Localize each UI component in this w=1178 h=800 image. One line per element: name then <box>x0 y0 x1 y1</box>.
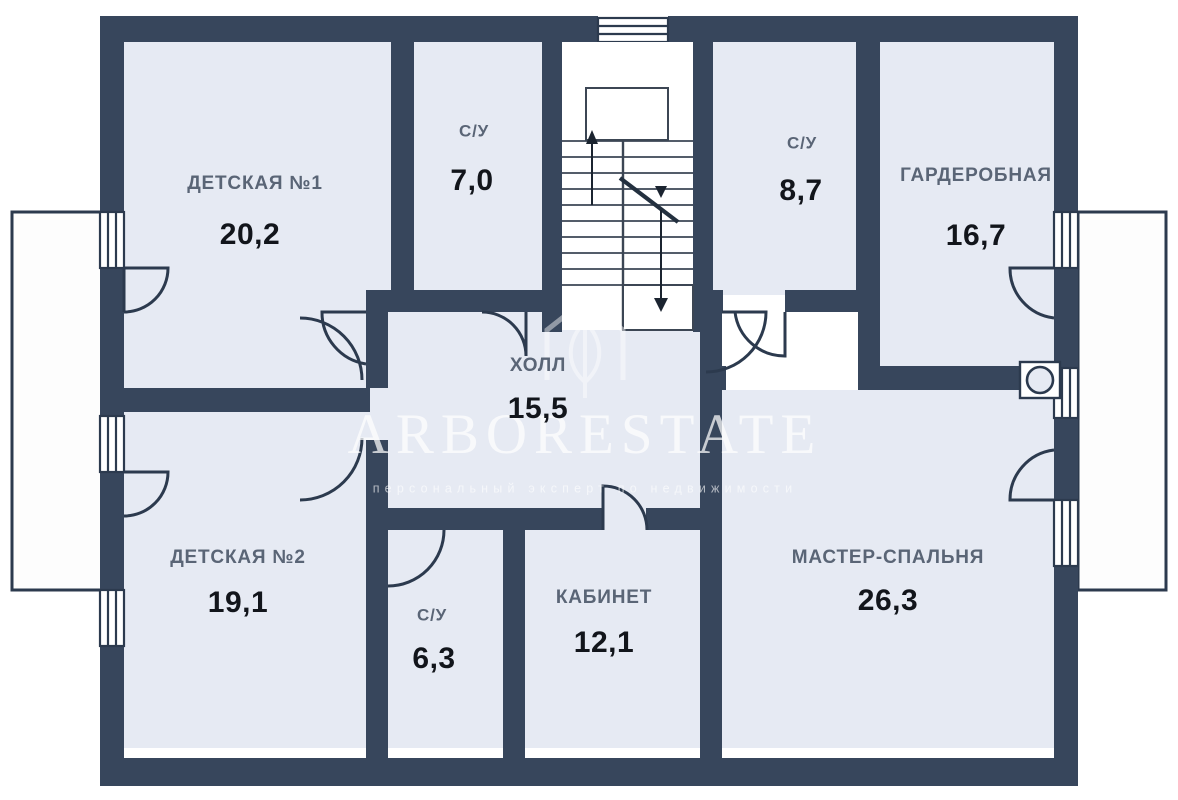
room-master: МАСТЕР-СПАЛЬНЯ 26,3 <box>792 547 985 617</box>
room-area-wc-2: 8,7 <box>779 174 822 207</box>
room-area-hall: 15,5 <box>508 392 568 425</box>
room-area-kids-2: 19,1 <box>208 586 268 619</box>
room-label-kids-1: ДЕТСКАЯ №1 <box>187 173 323 194</box>
watermark-subtitle: персональный эксперт по недвижимости <box>373 481 798 495</box>
interior-walls <box>124 42 1056 758</box>
room-kids-2: ДЕТСКАЯ №2 19,1 <box>170 547 306 619</box>
room-area-master: 26,3 <box>858 584 918 617</box>
room-label-wc-3: С/У <box>417 605 447 624</box>
room-label-hall: ХОЛЛ <box>510 355 566 376</box>
room-wc-2: С/У 8,7 <box>779 133 822 206</box>
room-area-study: 12,1 <box>574 626 634 659</box>
room-wc-1: С/У 7,0 <box>450 121 493 196</box>
staircase-icon <box>562 42 694 331</box>
arrow-down-icon <box>654 210 668 312</box>
room-kids-1: ДЕТСКАЯ №1 20,2 <box>187 173 323 251</box>
door-swings <box>122 266 1055 588</box>
terrace-right <box>1076 210 1168 592</box>
house-leaf-logo-icon <box>544 296 626 398</box>
arrow-up-icon <box>586 130 598 205</box>
round-sink-icon <box>1018 360 1062 400</box>
room-hall: ХОЛЛ 15,5 <box>508 355 568 425</box>
room-area-wc-3: 6,3 <box>412 642 455 675</box>
room-study: КАБИНЕТ 12,1 <box>556 587 652 659</box>
room-label-study: КАБИНЕТ <box>556 587 652 608</box>
room-label-wardrobe: ГАРДЕРОБНАЯ <box>900 165 1052 186</box>
room-area-wardrobe: 16,7 <box>946 219 1006 252</box>
room-label-wc-1: С/У <box>459 121 489 140</box>
room-area-wc-1: 7,0 <box>450 164 493 197</box>
room-label-wc-2: С/У <box>787 133 817 152</box>
room-label-master: МАСТЕР-СПАЛЬНЯ <box>792 547 985 568</box>
room-wardrobe: ГАРДЕРОБНАЯ 16,7 <box>900 165 1052 252</box>
room-label-kids-2: ДЕТСКАЯ №2 <box>170 547 306 568</box>
exterior-walls <box>100 16 1078 786</box>
watermark-title: ARBORESTATE <box>348 403 823 466</box>
terrace-left <box>10 210 104 592</box>
room-wc-3: С/У 6,3 <box>412 605 455 674</box>
room-area-kids-1: 20,2 <box>220 218 280 251</box>
window-openings <box>98 16 1080 648</box>
arrow-down-icon <box>655 186 667 198</box>
